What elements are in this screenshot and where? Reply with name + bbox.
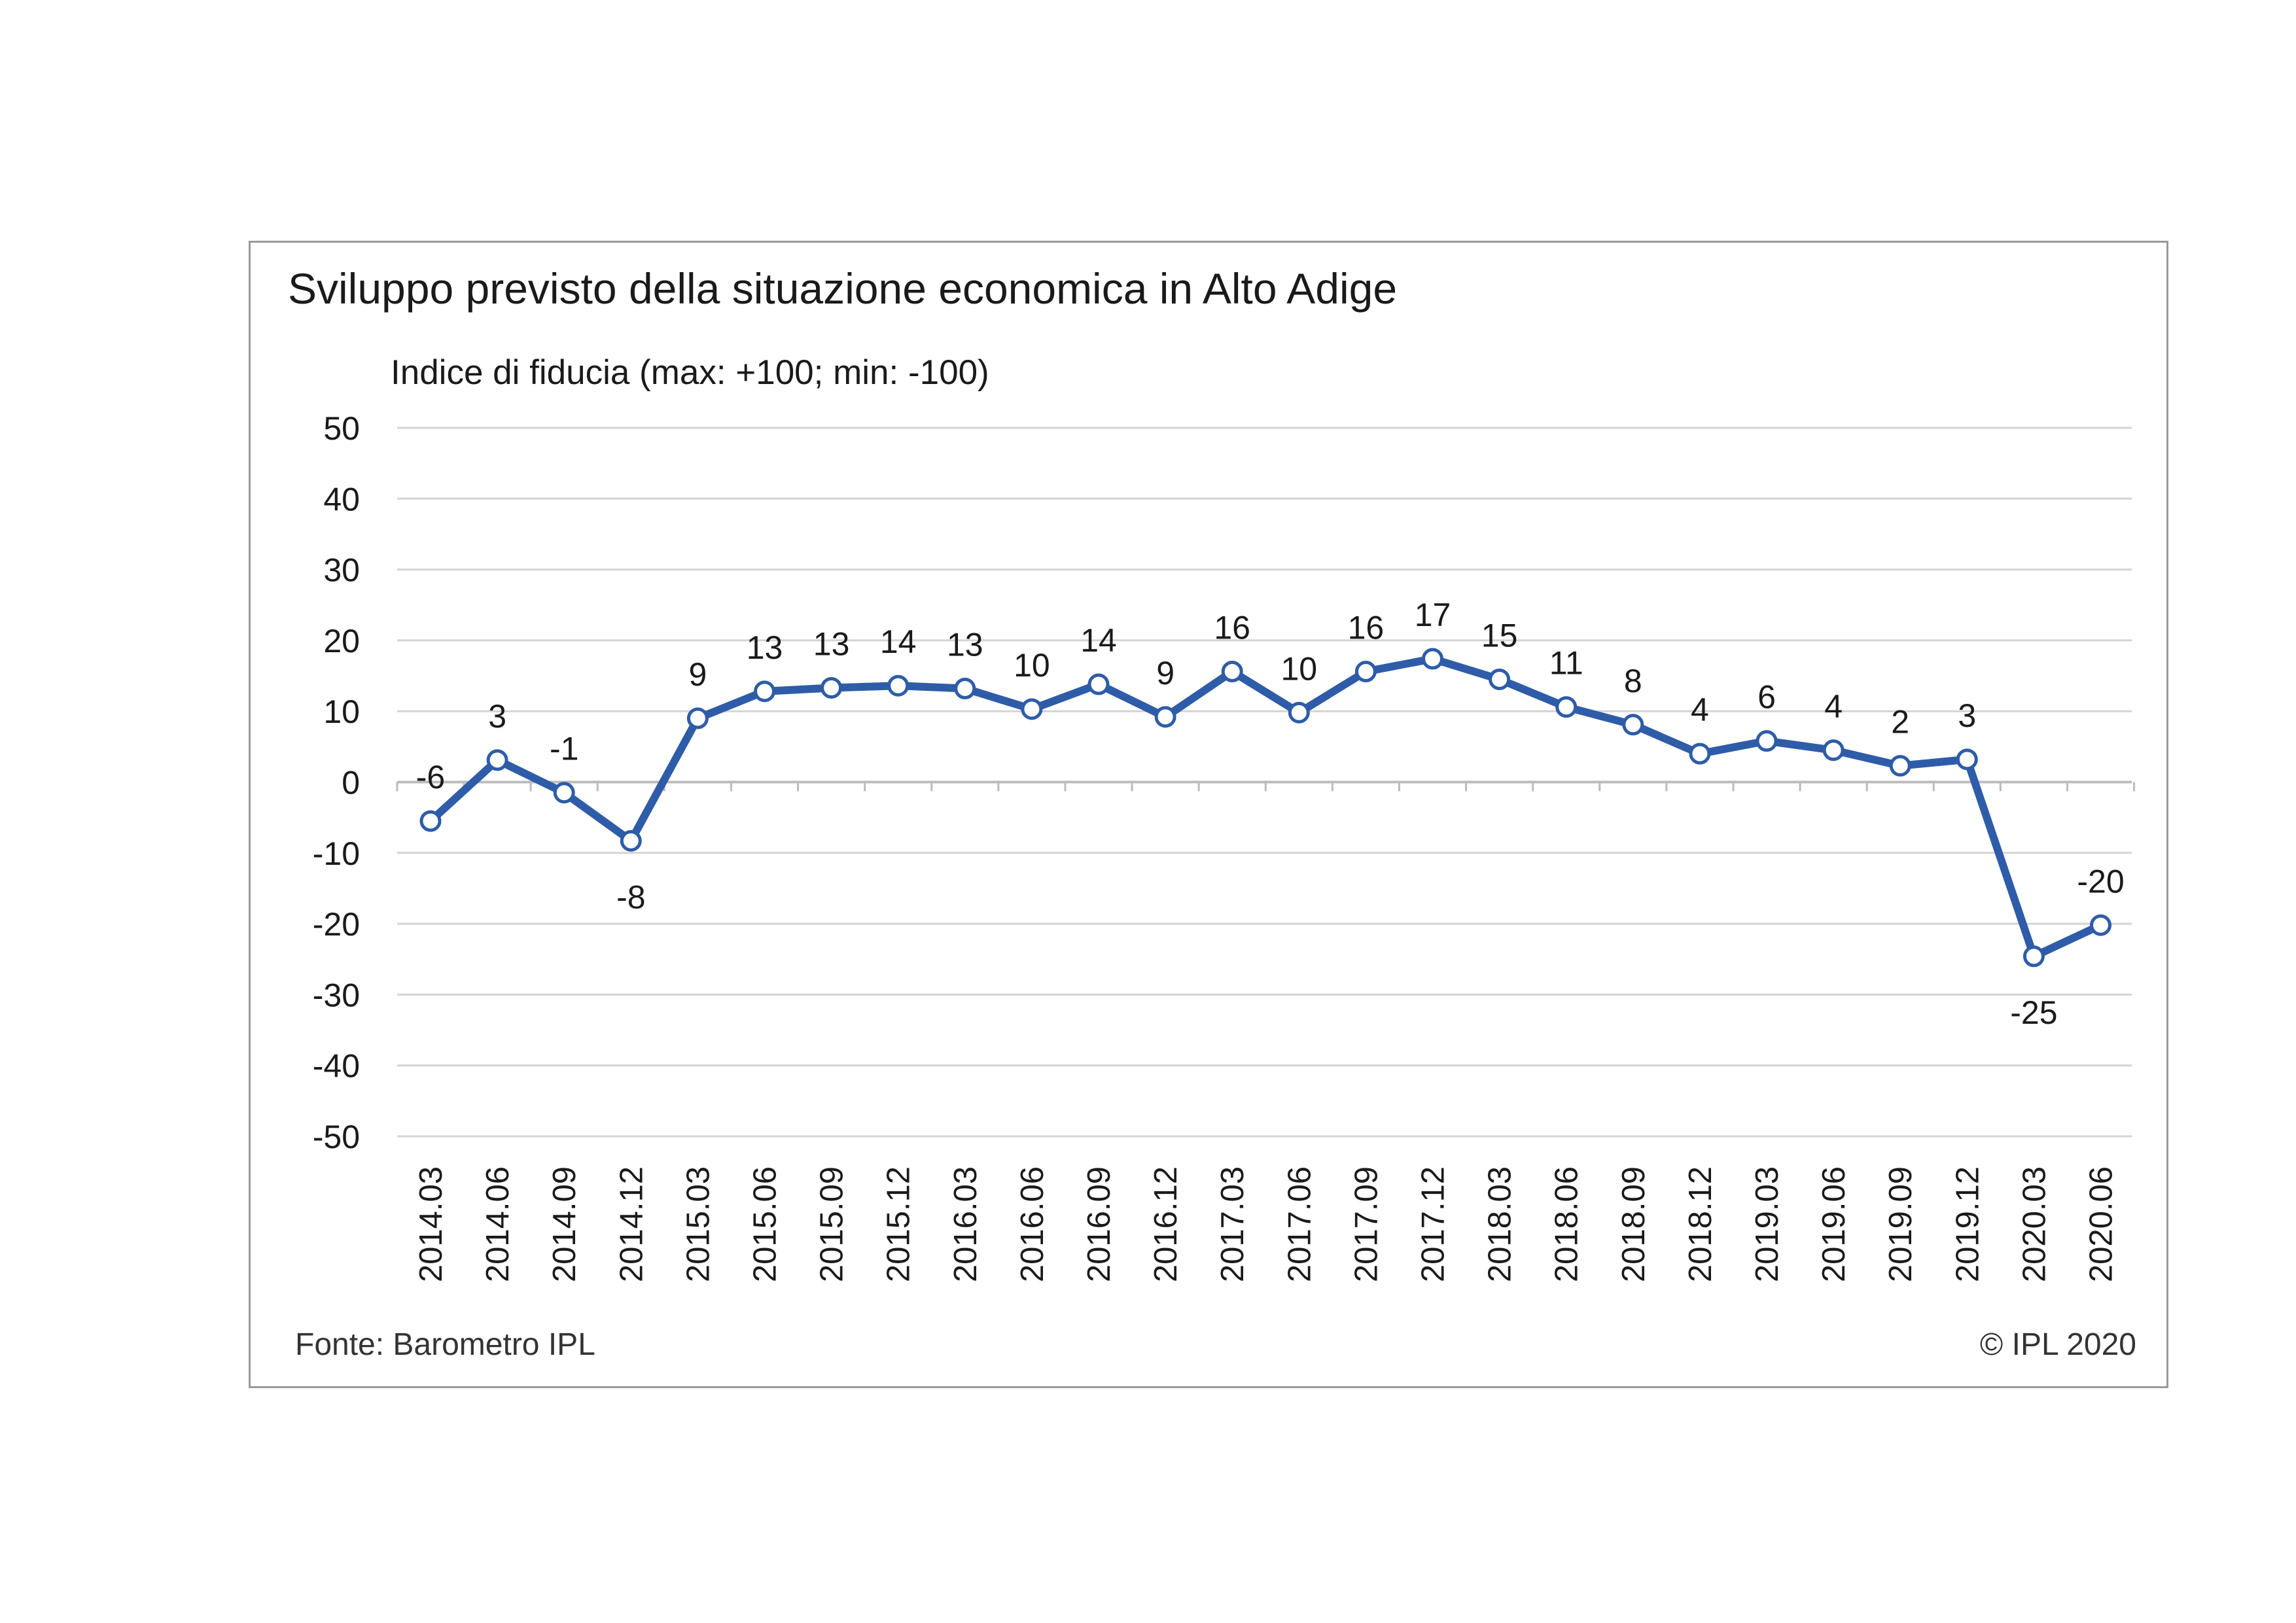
data-point bbox=[756, 682, 774, 701]
x-tick-labels: 2014.03 2014.06 2014.09 2014.12 2015.03 2015.… bbox=[414, 1166, 2119, 1282]
x-tick-label: 2018.06 bbox=[1549, 1166, 1585, 1282]
data-point bbox=[1824, 741, 1843, 759]
data-point bbox=[1691, 744, 1709, 763]
data-point bbox=[822, 678, 841, 697]
y-tick-label: 50 bbox=[323, 410, 360, 447]
data-labels: -6 3 -1 -8 9 13 13 14 13 10 14 9 16 10 16 17 15 11 8 4 6 4 2 3 -… bbox=[416, 597, 2125, 1031]
data-label: 2 bbox=[1891, 704, 1909, 741]
data-point bbox=[2024, 947, 2043, 966]
y-tick-label: -10 bbox=[313, 835, 360, 872]
data-point bbox=[1223, 663, 1241, 681]
data-point bbox=[688, 709, 707, 727]
data-label: 6 bbox=[1757, 679, 1776, 716]
data-point bbox=[1424, 650, 1442, 668]
x-tick-label: 2018.03 bbox=[1483, 1166, 1518, 1282]
data-point bbox=[622, 831, 640, 850]
x-tick-label: 2016.09 bbox=[1082, 1166, 1117, 1282]
data-label: -1 bbox=[550, 731, 578, 767]
x-tick-label: 2015.12 bbox=[881, 1166, 917, 1282]
data-label: 9 bbox=[1156, 655, 1174, 691]
data-point bbox=[1624, 716, 1642, 734]
data-point bbox=[2092, 916, 2110, 934]
data-point bbox=[1958, 750, 1976, 769]
y-tick-label: -50 bbox=[313, 1119, 360, 1155]
x-tick-label: 2014.12 bbox=[614, 1166, 649, 1282]
data-point bbox=[421, 812, 440, 830]
x-tick-label: 2019.06 bbox=[1816, 1166, 1852, 1282]
series-line bbox=[431, 659, 2101, 956]
data-point bbox=[555, 784, 573, 802]
data-label: 3 bbox=[1958, 697, 1976, 734]
data-label: 4 bbox=[1824, 688, 1843, 725]
data-label: 13 bbox=[813, 625, 850, 662]
data-point bbox=[1023, 700, 1041, 718]
x-tick-label: 2016.03 bbox=[948, 1166, 983, 1282]
data-label: -25 bbox=[2010, 994, 2057, 1031]
x-tick-label: 2014.03 bbox=[414, 1166, 449, 1282]
data-point bbox=[1891, 757, 1909, 775]
data-label: -6 bbox=[416, 759, 445, 795]
data-label: 10 bbox=[1280, 650, 1317, 687]
data-point bbox=[1089, 675, 1108, 693]
copyright-note: © IPL 2020 bbox=[1980, 1329, 2136, 1361]
y-tick-label: 10 bbox=[323, 693, 360, 730]
y-tick-label: -40 bbox=[313, 1048, 360, 1085]
data-point bbox=[956, 680, 974, 698]
x-tick-label: 2017.09 bbox=[1349, 1166, 1384, 1282]
data-label: 3 bbox=[488, 698, 506, 735]
y-tick-label: -20 bbox=[313, 906, 360, 943]
data-label: -20 bbox=[2077, 863, 2124, 899]
y-tick-label: -30 bbox=[313, 977, 360, 1013]
x-tick-label: 2014.09 bbox=[547, 1166, 582, 1282]
data-point bbox=[889, 676, 908, 695]
x-tick-label: 2016.12 bbox=[1148, 1166, 1184, 1282]
x-tick-label: 2016.06 bbox=[1015, 1166, 1050, 1282]
x-tick-label: 2018.12 bbox=[1683, 1166, 1718, 1282]
data-label: 14 bbox=[1080, 622, 1117, 659]
y-tick-label: 20 bbox=[323, 623, 360, 659]
data-point bbox=[1156, 708, 1174, 726]
y-tick-label: 0 bbox=[342, 765, 360, 801]
data-label: -8 bbox=[616, 879, 645, 915]
x-tick-label: 2018.09 bbox=[1616, 1166, 1651, 1282]
data-points bbox=[421, 650, 2110, 966]
data-point bbox=[1491, 670, 1509, 688]
data-label: 13 bbox=[947, 627, 983, 663]
x-tick-label: 2019.03 bbox=[1750, 1166, 1785, 1282]
x-tick-label: 2017.03 bbox=[1215, 1166, 1250, 1282]
x-tick-label: 2015.03 bbox=[680, 1166, 716, 1282]
gridlines bbox=[397, 428, 2134, 1136]
data-point bbox=[1290, 703, 1308, 722]
data-point bbox=[1356, 663, 1375, 681]
data-label: 17 bbox=[1415, 597, 1451, 633]
data-label: 16 bbox=[1348, 610, 1385, 646]
x-tick-label: 2015.06 bbox=[748, 1166, 783, 1282]
data-label: 15 bbox=[1481, 617, 1518, 654]
data-label: 14 bbox=[880, 623, 917, 660]
data-label: 9 bbox=[688, 656, 707, 693]
series-line-path bbox=[431, 659, 2101, 956]
x-tick-label: 2020.03 bbox=[2017, 1166, 2052, 1282]
data-point bbox=[1757, 732, 1776, 750]
data-label: 10 bbox=[1014, 647, 1050, 684]
x-tick-label: 2020.06 bbox=[2084, 1166, 2119, 1282]
data-label: 11 bbox=[1549, 645, 1583, 682]
data-label: 8 bbox=[1624, 663, 1642, 699]
data-label: 4 bbox=[1691, 691, 1709, 728]
y-tick-label: 30 bbox=[323, 552, 360, 589]
data-label: 13 bbox=[747, 629, 783, 666]
x-tick-label: 2017.06 bbox=[1282, 1166, 1317, 1282]
y-tick-labels: 50 40 30 20 10 0 -10 -20 -30 -40 -50 bbox=[313, 410, 360, 1155]
source-note: Fonte: Barometro IPL bbox=[295, 1329, 595, 1361]
x-tick-label: 2014.06 bbox=[480, 1166, 516, 1282]
data-point bbox=[488, 751, 506, 769]
data-label: 16 bbox=[1214, 610, 1250, 646]
x-tick-label: 2019.09 bbox=[1883, 1166, 1918, 1282]
y-tick-label: 40 bbox=[323, 481, 360, 517]
data-point bbox=[1557, 698, 1576, 716]
x-tick-label: 2015.09 bbox=[815, 1166, 850, 1282]
x-tick-label: 2019.12 bbox=[1950, 1166, 1985, 1282]
x-tick-label: 2017.12 bbox=[1416, 1166, 1451, 1282]
